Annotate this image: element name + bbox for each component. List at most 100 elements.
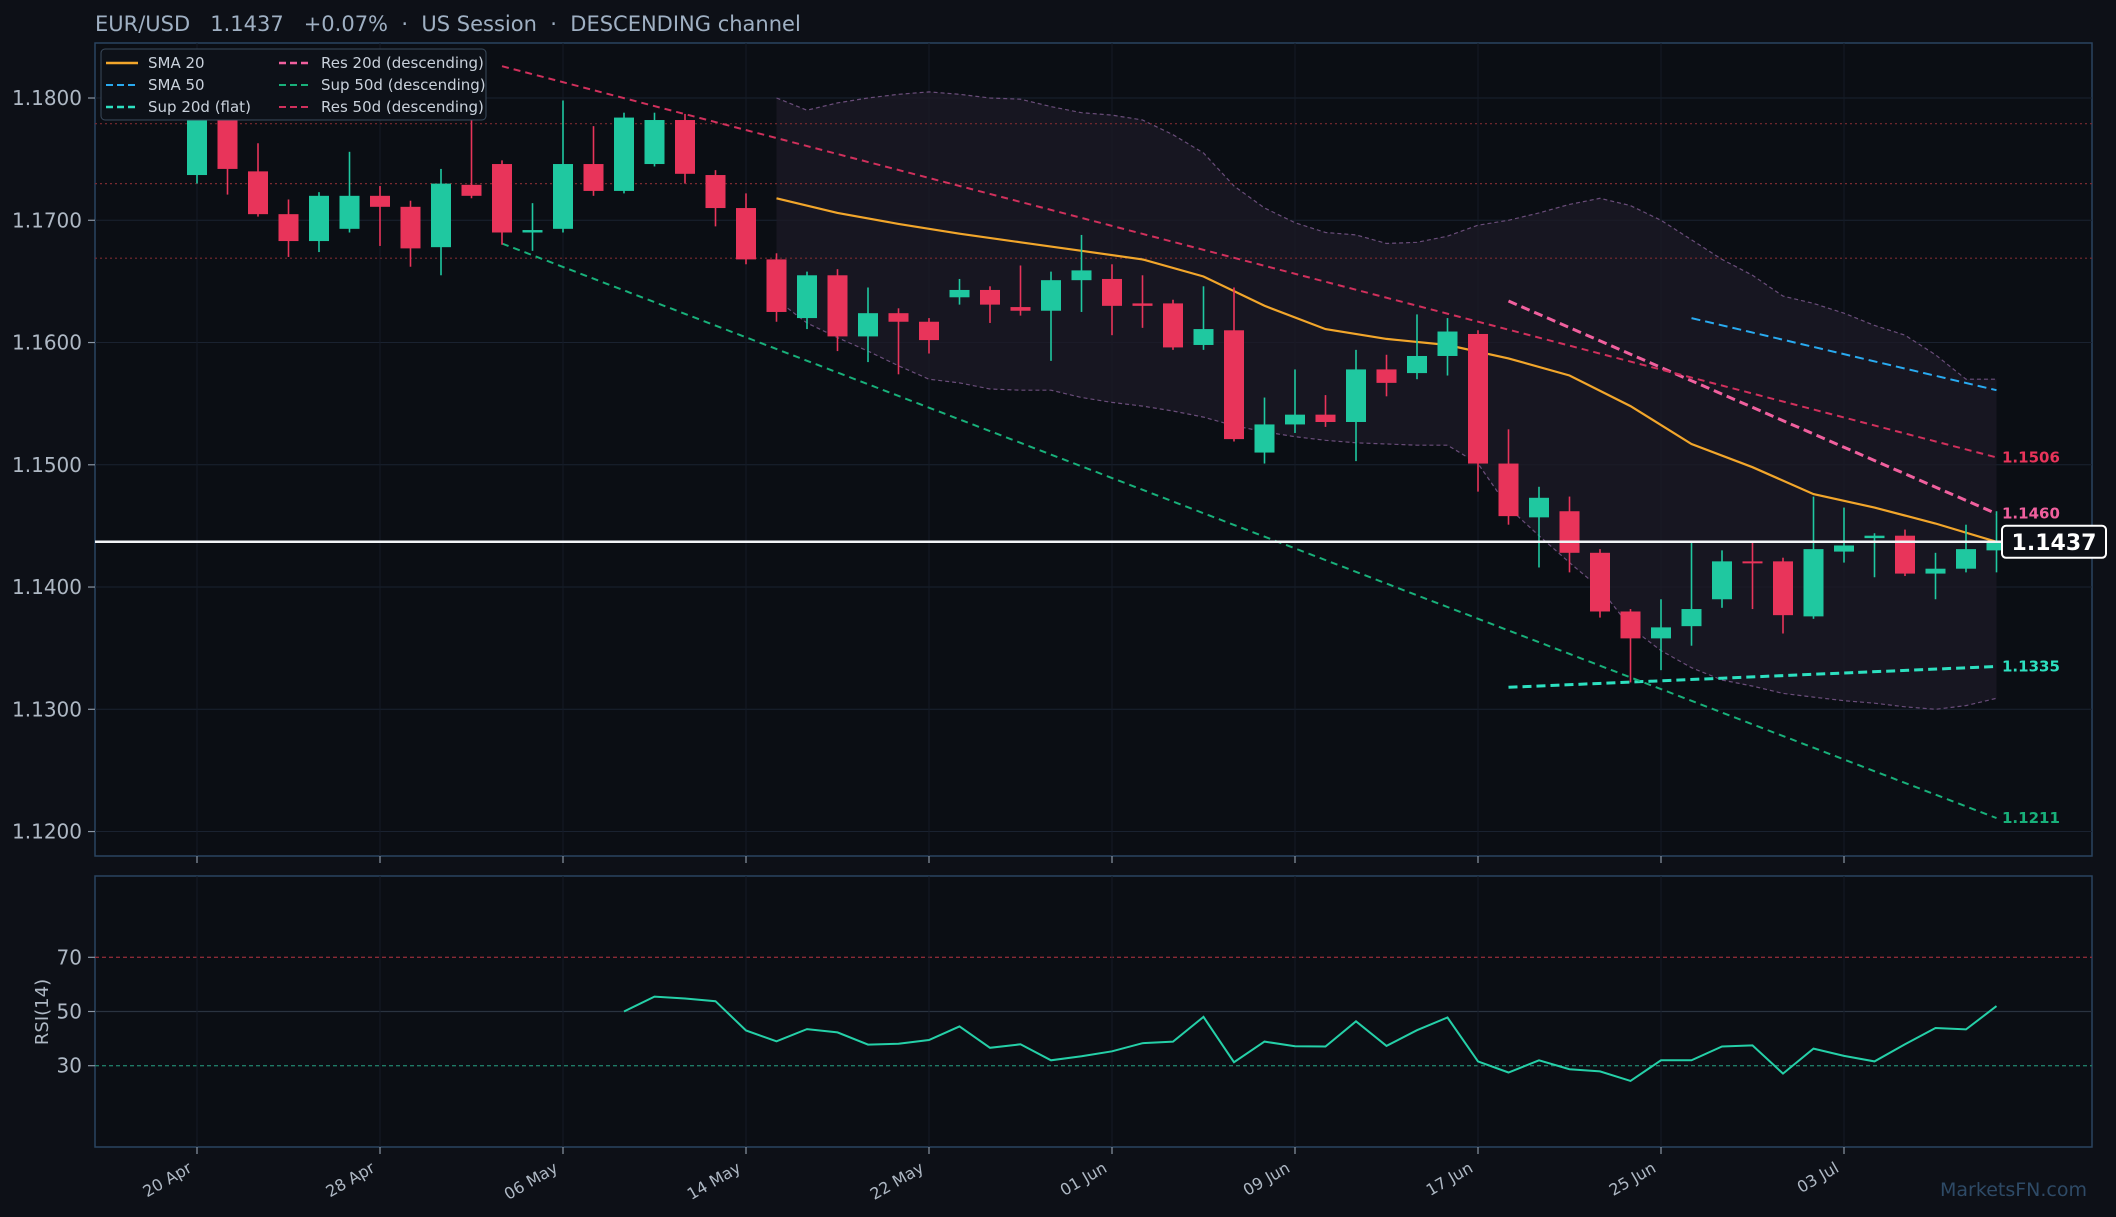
candle-body — [1468, 333, 1488, 464]
candle-body — [309, 195, 329, 242]
candle-body — [919, 321, 939, 341]
legend-label: Res 50d (descending) — [321, 98, 484, 116]
candle-body — [1956, 549, 1976, 569]
candle-body — [1132, 303, 1153, 306]
rsi-axis-label: RSI(14) — [32, 979, 53, 1045]
candle-body — [461, 184, 482, 196]
candle-body — [1590, 552, 1610, 612]
rsi-y-axis: 30 50 70 — [57, 945, 95, 1078]
line-sma-50 — [1691, 317, 1997, 392]
line-sup-50d-descending- — [501, 242, 1997, 820]
candle-body — [400, 206, 421, 249]
candle-body — [1315, 414, 1336, 422]
candle-body — [1986, 541, 2007, 551]
price-tick-label: 1.1400 — [12, 575, 82, 599]
candle-body — [1681, 609, 1702, 627]
legend-label: Sup 20d (flat) — [148, 98, 251, 116]
rsi-tick-label: 50 — [57, 1000, 82, 1024]
price-tick-label: 1.1600 — [12, 331, 82, 355]
rsi-panel: 30 50 70 RSI(14) — [32, 875, 2093, 1148]
price-panel: 1.1437 1.12001.13001.14001.15001.16001.1… — [12, 42, 2107, 857]
candle-body — [797, 275, 817, 319]
level-label: 1.1335 — [2002, 658, 2060, 676]
candle-body — [1620, 611, 1641, 639]
candle-body — [827, 275, 848, 337]
x-tick-label: 06 May — [501, 1158, 561, 1204]
line-sma-20 — [776, 197, 1997, 543]
candle-body — [187, 115, 207, 176]
candle-body — [492, 164, 512, 233]
price-tick-label: 1.1800 — [12, 86, 82, 110]
candle-body — [522, 230, 543, 233]
chart-title: EUR/USD 1.1437 +0.07% · US Session · DES… — [95, 12, 801, 36]
candle-body — [1529, 497, 1549, 518]
price-tick-label: 1.1300 — [12, 697, 82, 721]
candle-body — [888, 313, 909, 322]
candle-body — [1163, 303, 1183, 348]
candle-body — [1102, 278, 1122, 306]
candle-body — [370, 195, 390, 207]
candle-body — [1041, 280, 1061, 311]
x-tick-label: 01 Jun — [1057, 1158, 1110, 1200]
candle-body — [1193, 329, 1214, 345]
watermark: MarketsFN.com — [1940, 1179, 2087, 1201]
envelope-lower — [776, 299, 1997, 710]
indicator-lines — [501, 65, 1998, 820]
x-tick-label: 22 May — [867, 1158, 927, 1204]
candle-body — [278, 214, 299, 242]
candle-body — [1895, 535, 1915, 574]
x-tick-label: 09 Jun — [1240, 1158, 1293, 1200]
candle-body — [644, 120, 665, 165]
x-tick-label: 03 Jul — [1794, 1158, 1842, 1197]
candle-body — [1285, 414, 1305, 425]
candle-body — [1864, 535, 1885, 539]
candle-body — [1224, 330, 1244, 440]
candlesticks — [187, 100, 2007, 683]
candle-body — [736, 208, 756, 260]
candle-body — [1834, 545, 1854, 552]
candle-body — [614, 117, 634, 191]
candle-body — [217, 115, 238, 169]
candle-body — [1254, 424, 1275, 453]
legend-label: SMA 20 — [148, 54, 205, 72]
rsi-line — [623, 995, 1998, 1082]
current-price-label: 1.1437 — [2012, 531, 2097, 556]
line-sup-20d-flat- — [1508, 665, 1997, 689]
candle-body — [1437, 331, 1458, 356]
candle-body — [858, 313, 878, 337]
candle-body — [1010, 307, 1031, 311]
x-tick-label: 20 Apr — [139, 1158, 195, 1201]
candle-body — [1376, 369, 1397, 383]
legend-label: SMA 50 — [148, 76, 205, 94]
candle-body — [1498, 463, 1519, 517]
price-tick-label: 1.1500 — [12, 453, 82, 477]
candle-body — [766, 259, 787, 312]
candle-body — [248, 171, 268, 215]
candle-body — [675, 120, 695, 174]
x-tick-label: 28 Apr — [322, 1158, 378, 1201]
current-price-line: 1.1437 — [95, 524, 2107, 559]
candle-body — [1925, 568, 1946, 574]
rsi-series — [623, 995, 1998, 1082]
candle-body — [1773, 561, 1793, 616]
legend-label: Sup 50d (descending) — [321, 76, 486, 94]
candle-body — [1803, 549, 1824, 617]
candle-body — [980, 289, 1000, 305]
rsi-tick-label: 30 — [57, 1054, 82, 1078]
x-tick-label: 14 May — [684, 1158, 744, 1204]
current-price-box — [2001, 524, 2107, 559]
rsi-grid — [95, 876, 2092, 1147]
candle-body — [1071, 270, 1092, 281]
candle-body — [1346, 369, 1366, 422]
level-label: 1.1460 — [2002, 505, 2060, 523]
x-tick-label: 25 Jun — [1606, 1158, 1659, 1200]
candle-body — [1651, 627, 1671, 639]
x-tick-label: 17 Jun — [1423, 1158, 1476, 1200]
line-res-50d-descending- — [501, 65, 1997, 459]
candle-body — [431, 183, 451, 248]
level-label: 1.1506 — [2002, 448, 2060, 466]
line-res-20d-descending- — [1507, 299, 1998, 516]
candle-body — [339, 195, 360, 229]
candle-body — [949, 289, 970, 298]
